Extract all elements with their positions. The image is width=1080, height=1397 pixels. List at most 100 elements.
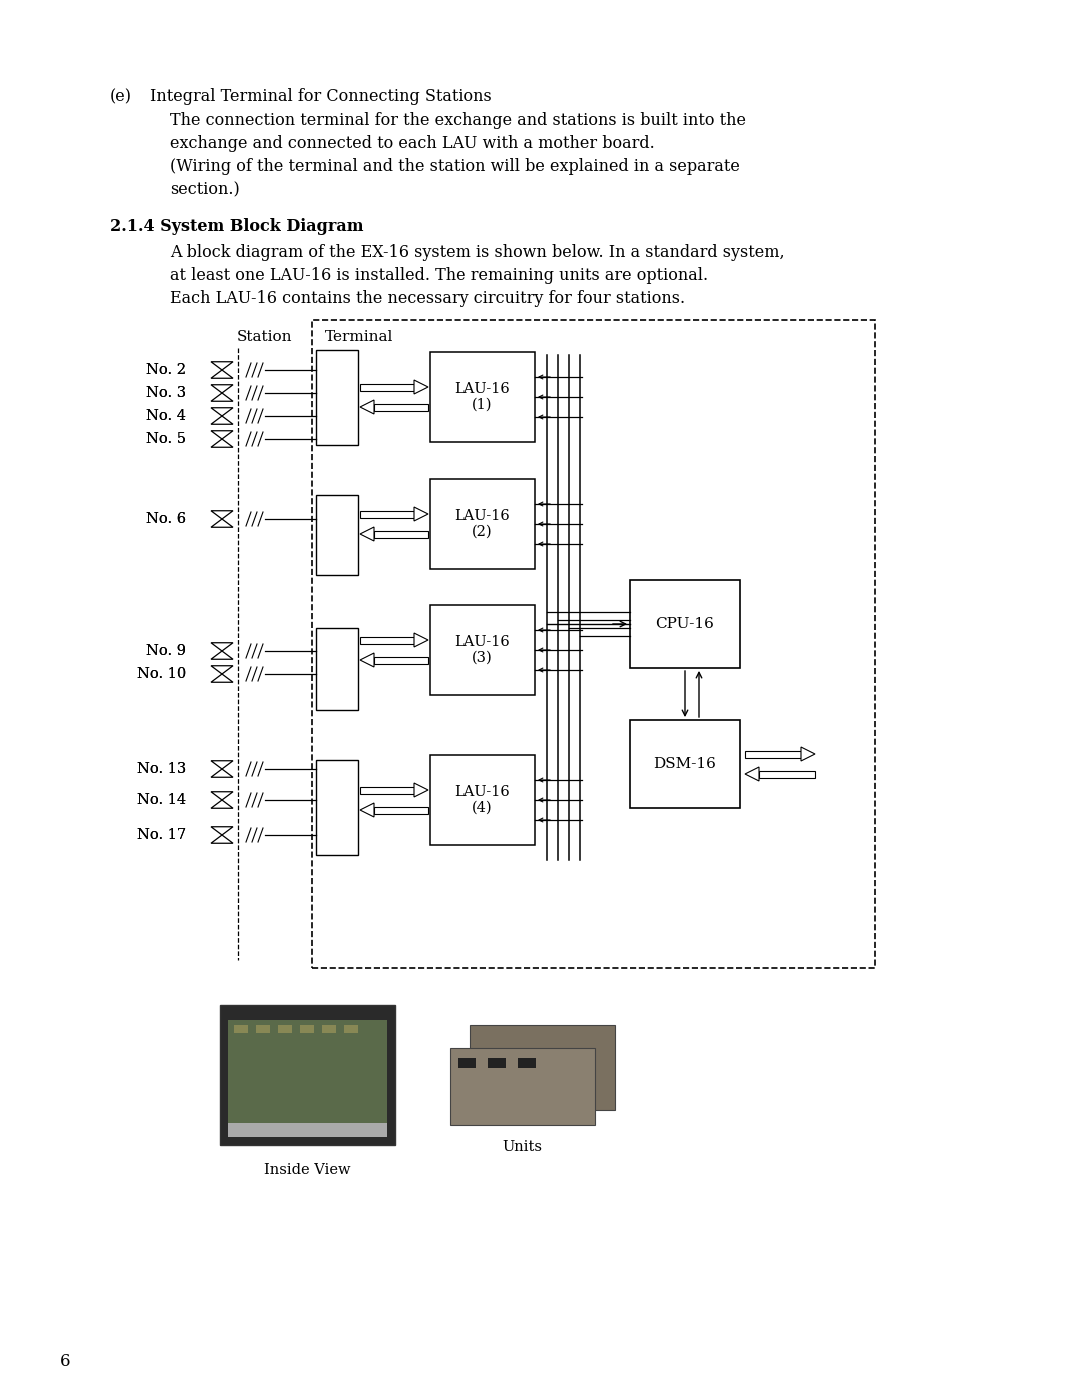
Bar	[450, 1048, 595, 1125]
Bar	[360, 637, 414, 644]
Text: No. 3: No. 3	[146, 386, 186, 400]
Bar	[256, 1025, 270, 1032]
Text: exchange and connected to each LAU with a mother board.: exchange and connected to each LAU with …	[170, 136, 654, 152]
Polygon shape	[211, 827, 233, 835]
Text: No. 5: No. 5	[146, 432, 186, 446]
Bar	[374, 531, 428, 538]
Bar	[300, 1025, 314, 1032]
Text: CPU-16: CPU-16	[656, 617, 715, 631]
Polygon shape	[211, 800, 233, 809]
Bar	[759, 771, 815, 778]
Polygon shape	[414, 380, 428, 394]
Text: Each LAU-16 contains the necessary circuitry for four stations.: Each LAU-16 contains the necessary circu…	[170, 291, 685, 307]
Text: 2.1.4 System Block Diagram: 2.1.4 System Block Diagram	[110, 218, 364, 235]
Bar	[316, 495, 357, 576]
Polygon shape	[211, 511, 233, 520]
Bar	[374, 806, 428, 813]
Text: Integral Terminal for Connecting Stations: Integral Terminal for Connecting Station…	[150, 88, 491, 105]
Polygon shape	[360, 803, 374, 817]
Polygon shape	[211, 393, 233, 401]
Text: No. 4: No. 4	[146, 409, 186, 423]
Polygon shape	[360, 527, 374, 541]
Polygon shape	[211, 370, 233, 379]
Bar	[745, 750, 801, 757]
Text: No. 2: No. 2	[146, 363, 186, 377]
Bar	[322, 1025, 336, 1032]
Bar	[430, 479, 535, 569]
Polygon shape	[211, 439, 233, 447]
Text: No. 13: No. 13	[137, 761, 186, 775]
Text: LAU-16
(1): LAU-16 (1)	[455, 381, 511, 412]
Bar	[430, 754, 535, 845]
Polygon shape	[211, 666, 233, 673]
Text: LAU-16
(4): LAU-16 (4)	[455, 785, 511, 814]
Text: Station: Station	[238, 330, 293, 344]
Text: No. 6: No. 6	[146, 511, 186, 527]
Text: No. 3: No. 3	[146, 386, 186, 400]
Text: (e): (e)	[110, 88, 132, 105]
Text: DSM-16: DSM-16	[653, 757, 716, 771]
Text: Units: Units	[502, 1140, 542, 1154]
Bar	[220, 1004, 395, 1146]
Bar	[316, 760, 357, 855]
Text: Inside View: Inside View	[265, 1162, 351, 1178]
Bar	[316, 351, 357, 446]
Bar	[312, 320, 875, 968]
Bar	[360, 384, 414, 391]
Polygon shape	[211, 673, 233, 682]
Bar	[630, 719, 740, 807]
Bar	[430, 605, 535, 694]
Bar	[360, 510, 414, 517]
Polygon shape	[211, 384, 233, 393]
Text: LAU-16
(3): LAU-16 (3)	[455, 634, 511, 665]
Text: No. 10: No. 10	[137, 666, 186, 680]
Text: No. 6: No. 6	[146, 511, 186, 527]
Polygon shape	[211, 362, 233, 370]
Bar	[374, 404, 428, 411]
Polygon shape	[211, 643, 233, 651]
Bar	[228, 1123, 387, 1137]
Bar	[470, 1025, 615, 1111]
Text: No. 17: No. 17	[137, 828, 186, 842]
Text: No. 2: No. 2	[146, 363, 186, 377]
Text: No. 13: No. 13	[137, 761, 186, 775]
Bar	[278, 1025, 292, 1032]
Polygon shape	[211, 408, 233, 416]
Text: No. 14: No. 14	[137, 793, 186, 807]
Text: at least one LAU-16 is installed. The remaining units are optional.: at least one LAU-16 is installed. The re…	[170, 267, 708, 284]
Text: The connection terminal for the exchange and stations is built into the: The connection terminal for the exchange…	[170, 112, 746, 129]
Text: No. 9: No. 9	[146, 644, 186, 658]
Bar	[360, 787, 414, 793]
Bar	[234, 1025, 248, 1032]
Bar	[488, 1058, 507, 1067]
Bar	[458, 1058, 476, 1067]
Text: No. 17: No. 17	[137, 828, 186, 842]
Polygon shape	[211, 416, 233, 425]
Text: Terminal: Terminal	[325, 330, 393, 344]
Bar	[374, 657, 428, 664]
Text: No. 10: No. 10	[137, 666, 186, 680]
Polygon shape	[211, 835, 233, 844]
Polygon shape	[211, 520, 233, 527]
Polygon shape	[211, 768, 233, 777]
Polygon shape	[360, 652, 374, 666]
Text: A block diagram of the EX-16 system is shown below. In a standard system,: A block diagram of the EX-16 system is s…	[170, 244, 785, 261]
Text: 6: 6	[60, 1354, 70, 1370]
Polygon shape	[801, 747, 815, 761]
Polygon shape	[414, 633, 428, 647]
Polygon shape	[360, 400, 374, 414]
Bar	[518, 1058, 536, 1067]
Text: LAU-16
(2): LAU-16 (2)	[455, 509, 511, 539]
Polygon shape	[414, 507, 428, 521]
Text: No. 9: No. 9	[146, 644, 186, 658]
Text: No. 14: No. 14	[137, 793, 186, 807]
Bar	[430, 352, 535, 441]
Bar	[316, 629, 357, 710]
Bar	[345, 1025, 357, 1032]
Text: (Wiring of the terminal and the station will be explained in a separate: (Wiring of the terminal and the station …	[170, 158, 740, 175]
Bar	[228, 1020, 387, 1125]
Polygon shape	[414, 782, 428, 798]
Polygon shape	[211, 761, 233, 768]
Polygon shape	[211, 430, 233, 439]
Bar	[630, 580, 740, 668]
